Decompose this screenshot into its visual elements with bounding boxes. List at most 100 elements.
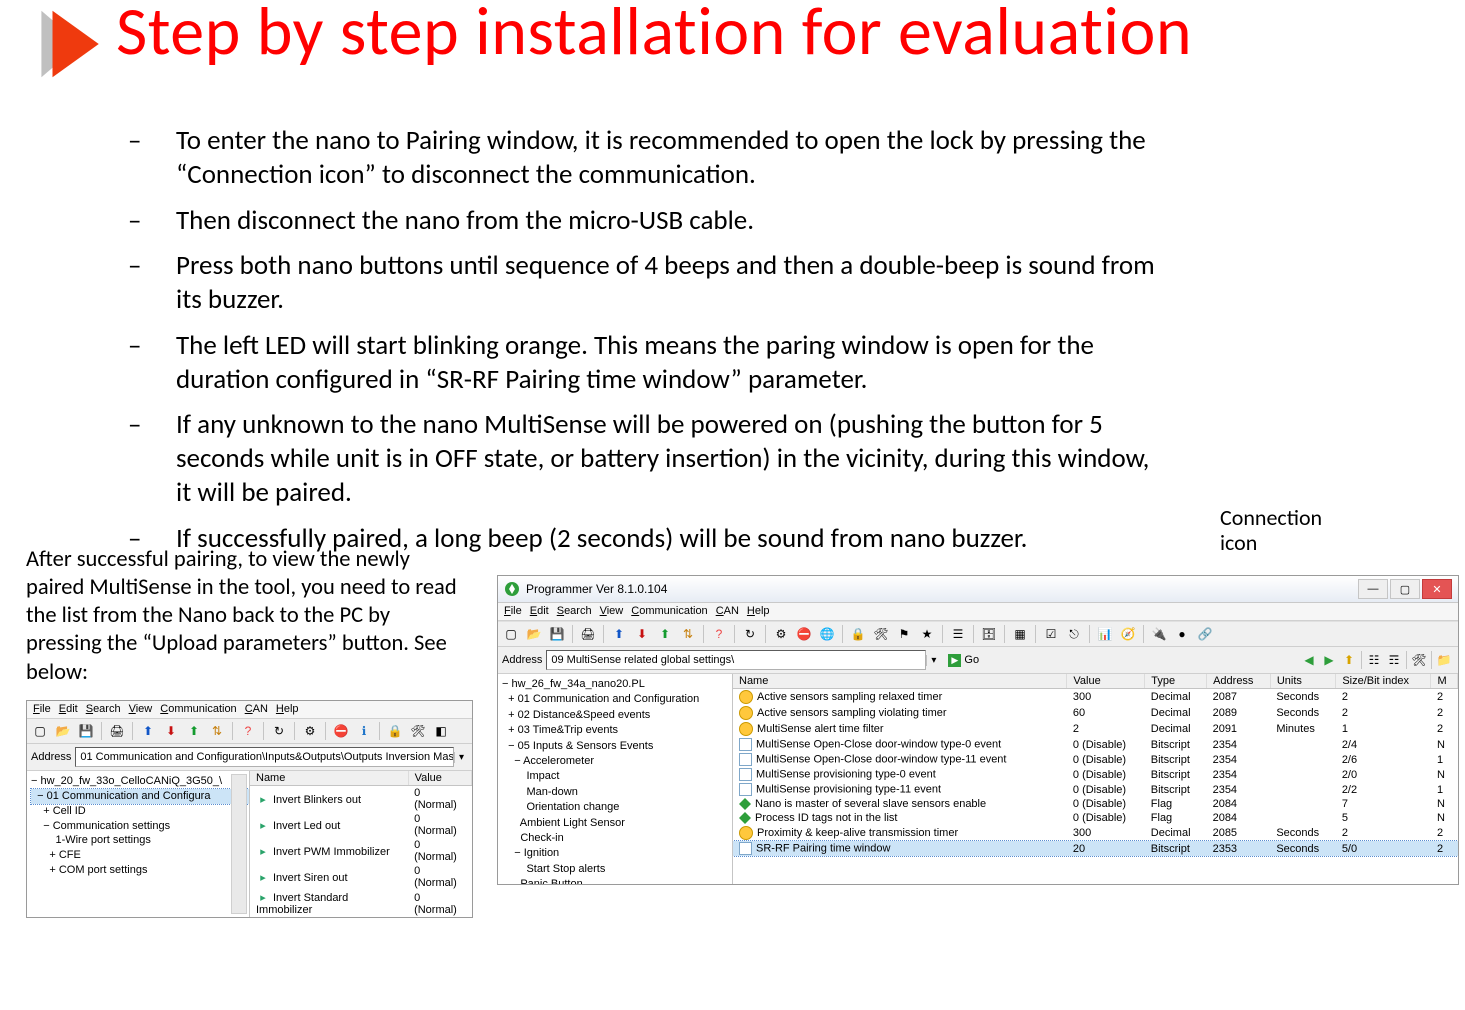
menubar-right[interactable]: FileEditSearchViewCommunicationCANHelp: [498, 603, 1458, 621]
menu-can[interactable]: CAN: [245, 703, 268, 715]
upload-2-icon[interactable]: ⬇: [161, 721, 181, 741]
new-icon[interactable]: ▢: [30, 721, 50, 741]
menu-help[interactable]: Help: [276, 703, 299, 715]
go-button[interactable]: ▶Go: [948, 654, 979, 667]
menu-view[interactable]: View: [129, 703, 153, 715]
tool2-icon[interactable]: 🛠: [1409, 650, 1429, 670]
tree-node[interactable]: Impact: [502, 769, 732, 784]
io-icon[interactable]: ⎋: [1064, 624, 1084, 644]
link-icon[interactable]: 🔗: [1195, 624, 1215, 644]
nav-fwd-icon[interactable]: ▶: [1319, 650, 1339, 670]
star-icon[interactable]: ★: [917, 624, 937, 644]
compass-icon[interactable]: 🧭: [1118, 624, 1138, 644]
tree-node[interactable]: − Ignition: [502, 846, 732, 861]
table-row[interactable]: ▸Invert Led out0 (Normal): [250, 812, 472, 838]
tool-icon[interactable]: 🛠: [408, 721, 428, 741]
col-header[interactable]: Value: [1067, 674, 1145, 689]
table-row[interactable]: MultiSense provisioning type-11 event0 (…: [733, 782, 1458, 797]
list-icon[interactable]: ☰: [948, 624, 968, 644]
table-row[interactable]: ▸Invert Blinkers out0 (Normal): [250, 786, 472, 813]
upload-2-icon[interactable]: ⬇: [632, 624, 652, 644]
menu-view[interactable]: View: [600, 605, 624, 617]
gear-icon[interactable]: ⚙: [771, 624, 791, 644]
refresh-icon[interactable]: ↻: [269, 721, 289, 741]
upload-4-icon[interactable]: ⇅: [678, 624, 698, 644]
col-header[interactable]: Value: [408, 771, 471, 786]
tool-icon[interactable]: 🛠: [871, 624, 891, 644]
nav-back-icon[interactable]: ◀: [1299, 650, 1319, 670]
stop-icon[interactable]: ⛔: [794, 624, 814, 644]
settings-icon[interactable]: ⚙: [300, 721, 320, 741]
menubar-left[interactable]: File Edit Search View Communication CAN Help: [27, 701, 472, 719]
lock-icon[interactable]: 🔒: [385, 721, 405, 741]
tree-right[interactable]: − hw_26_fw_34a_nano20.PL + 01 Communicat…: [498, 674, 733, 884]
check-icon[interactable]: ☑: [1041, 624, 1061, 644]
tree-node[interactable]: − 05 Inputs & Sensors Events: [502, 739, 732, 754]
table-row[interactable]: MultiSense provisioning type-0 event0 (D…: [733, 767, 1458, 782]
window-min-button[interactable]: —: [1358, 579, 1388, 599]
tree-node[interactable]: − Communication settings: [31, 819, 249, 834]
col-header[interactable]: M: [1431, 674, 1458, 689]
menu-search[interactable]: Search: [557, 605, 592, 617]
help-icon[interactable]: ?: [709, 624, 729, 644]
view-2-icon[interactable]: ☶: [1384, 650, 1404, 670]
globe-icon[interactable]: 🌐: [817, 624, 837, 644]
nav-up-icon[interactable]: ⬆: [1339, 650, 1359, 670]
folder-icon[interactable]: 📁: [1434, 650, 1454, 670]
print-icon[interactable]: 🖨: [578, 624, 598, 644]
misc-icon[interactable]: ◧: [431, 721, 451, 741]
menu-help[interactable]: Help: [747, 605, 770, 617]
window-max-button[interactable]: ▢: [1390, 579, 1420, 599]
tree-node[interactable]: 1-Wire port settings: [31, 833, 249, 848]
db-icon[interactable]: 🗄: [979, 624, 999, 644]
tree-node[interactable]: + Cell ID: [31, 804, 249, 819]
menu-file[interactable]: File: [33, 703, 51, 715]
menu-communication[interactable]: Communication: [160, 703, 236, 715]
table-row[interactable]: Process ID tags not in the list0 (Disabl…: [733, 811, 1458, 825]
chart-icon[interactable]: 📊: [1095, 624, 1115, 644]
col-header[interactable]: Address: [1207, 674, 1271, 689]
menu-edit[interactable]: Edit: [530, 605, 549, 617]
toolbar-left[interactable]: ▢ 📂 💾 🖨 ⬆ ⬇ ⬆ ⇅ ? ↻ ⚙ ⛔ ℹ 🔒 🛠 ◧: [27, 719, 472, 744]
table-row[interactable]: ▸Invert Standard Immobilizer0 (Normal): [250, 890, 472, 917]
tree-node[interactable]: + 03 Time&Trip events: [502, 723, 732, 738]
stop-icon[interactable]: ⛔: [331, 721, 351, 741]
tree-node[interactable]: Man-down: [502, 785, 732, 800]
tree-node[interactable]: − Accelerometer: [502, 754, 732, 769]
flag-icon[interactable]: ⚑: [894, 624, 914, 644]
address-input-left[interactable]: 01 Communication and Configuration\Input…: [75, 747, 454, 767]
tree-node[interactable]: + 02 Distance&Speed events: [502, 708, 732, 723]
address-dropdown-right[interactable]: ▾: [926, 655, 940, 666]
lock-icon[interactable]: 🔒: [848, 624, 868, 644]
address-dropdown-left[interactable]: ▾: [454, 752, 468, 763]
open-icon[interactable]: 📂: [524, 624, 544, 644]
col-header[interactable]: Type: [1145, 674, 1207, 689]
table-row[interactable]: SR-RF Pairing time window20Bitscript2353…: [733, 841, 1458, 856]
open-icon[interactable]: 📂: [53, 721, 73, 741]
table-row[interactable]: MultiSense alert time filter2Decimal2091…: [733, 721, 1458, 737]
table-row[interactable]: ▸Invert PWM Immobilizer0 (Normal): [250, 838, 472, 864]
tree-node[interactable]: Check-in: [502, 831, 732, 846]
tree-node[interactable]: Panic Button: [502, 877, 732, 884]
col-header[interactable]: Name: [733, 674, 1067, 689]
tree-node[interactable]: Orientation change: [502, 800, 732, 815]
refresh-icon[interactable]: ↻: [740, 624, 760, 644]
connection-icon[interactable]: 🔌: [1149, 624, 1169, 644]
col-header[interactable]: Units: [1270, 674, 1335, 689]
help-icon[interactable]: ?: [238, 721, 258, 741]
table-row[interactable]: Proximity & keep-alive transmission time…: [733, 825, 1458, 841]
menu-search[interactable]: Search: [86, 703, 121, 715]
col-header[interactable]: Name: [250, 771, 408, 786]
tree-node[interactable]: − hw_26_fw_34a_nano20.PL: [502, 677, 732, 692]
menu-file[interactable]: File: [504, 605, 522, 617]
menu-edit[interactable]: Edit: [59, 703, 78, 715]
new-icon[interactable]: ▢: [501, 624, 521, 644]
dot-icon[interactable]: ●: [1172, 624, 1192, 644]
table-row[interactable]: Nano is master of several slave sensors …: [733, 797, 1458, 811]
upload-1-icon[interactable]: ⬆: [138, 721, 158, 741]
menu-communication[interactable]: Communication: [631, 605, 707, 617]
tree-node[interactable]: − hw_20_fw_33o_CelloCANiQ_3G50_\: [31, 774, 249, 789]
tree-node[interactable]: − 01 Communication and Configura: [31, 789, 249, 804]
table-row[interactable]: MultiSense Open-Close door-window type-0…: [733, 737, 1458, 752]
upload-4-icon[interactable]: ⇅: [207, 721, 227, 741]
